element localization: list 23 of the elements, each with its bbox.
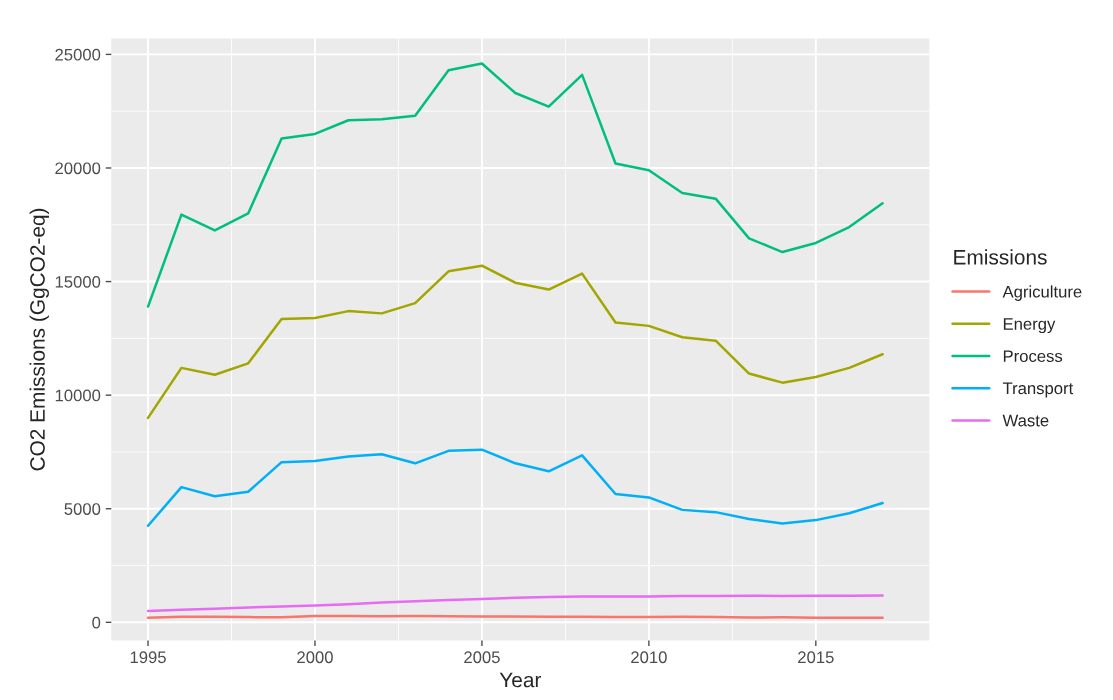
x-axis-title: Year	[499, 672, 542, 688]
y-tick-label: 0	[92, 616, 101, 629]
line-series	[146, 264, 884, 420]
y-tick-label: 25000	[55, 48, 101, 61]
x-tick-label: 1995	[130, 651, 166, 664]
line-series	[146, 62, 884, 308]
legend-label: Waste	[1002, 414, 1049, 427]
line-series	[146, 448, 884, 528]
legend-label: Agriculture	[1002, 285, 1082, 301]
y-tick-label: 15000	[55, 275, 101, 288]
legend-label: Transport	[1002, 382, 1074, 398]
line-series	[146, 594, 884, 613]
legend-label: Process	[1003, 350, 1063, 363]
legend-label: Energy	[1003, 318, 1056, 334]
legend-title: Emissions	[954, 249, 1047, 265]
x-tick-label: 2005	[464, 651, 500, 664]
y-tick-label: 20000	[55, 162, 101, 175]
x-tick-label: 2000	[297, 651, 333, 664]
x-tick-label: 2010	[631, 651, 667, 664]
y-axis-title: CO2 Emissions (GgCO2-eq)	[29, 208, 49, 471]
x-tick-label: 2015	[798, 651, 834, 664]
y-tick-label: 5000	[64, 503, 101, 515]
y-tick-label: 10000	[55, 389, 101, 402]
